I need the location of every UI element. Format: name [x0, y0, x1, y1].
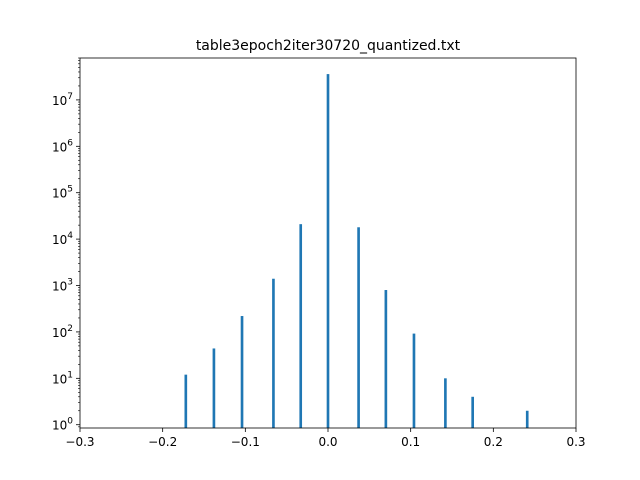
- bars-group: [184, 74, 529, 428]
- bar-11: [525, 410, 529, 428]
- y-tick-label: 105: [52, 185, 73, 201]
- y-tick-label: 101: [52, 370, 73, 386]
- x-axis: −0.3 −0.2 −0.1 0.0 0.1 0.2 0.3: [65, 428, 586, 449]
- x-tick-label: 0.2: [484, 435, 503, 449]
- bar-4: [299, 224, 303, 428]
- bar-0: [184, 374, 188, 428]
- x-tick-label: −0.2: [148, 435, 177, 449]
- bar-1: [212, 348, 216, 428]
- x-tick-label: 0.3: [566, 435, 585, 449]
- bar-8: [412, 333, 416, 428]
- bar-2: [240, 316, 244, 428]
- plot-frame: [79, 57, 577, 429]
- bar-5: [326, 74, 330, 428]
- x-tick-label: −0.3: [65, 435, 94, 449]
- y-tick-label: 102: [52, 324, 73, 340]
- bar-3: [272, 278, 275, 428]
- x-tick-label: 0.0: [318, 435, 337, 449]
- bar-10: [471, 396, 474, 428]
- y-tick-label: 104: [52, 231, 73, 247]
- y-axis: 100 101 102 103 104 105 106 107: [52, 57, 80, 433]
- bar-6: [357, 227, 360, 428]
- y-tick-label: 103: [52, 278, 73, 294]
- x-tick-label: 0.1: [401, 435, 420, 449]
- chart-title: table3epoch2iter30720_quantized.txt: [196, 38, 461, 54]
- bar-9: [444, 378, 447, 428]
- y-tick-label: 107: [52, 92, 73, 108]
- y-tick-label: 106: [52, 138, 73, 154]
- y-tick-label: 100: [52, 417, 73, 433]
- x-tick-label: −0.1: [231, 435, 260, 449]
- bar-7: [384, 290, 388, 428]
